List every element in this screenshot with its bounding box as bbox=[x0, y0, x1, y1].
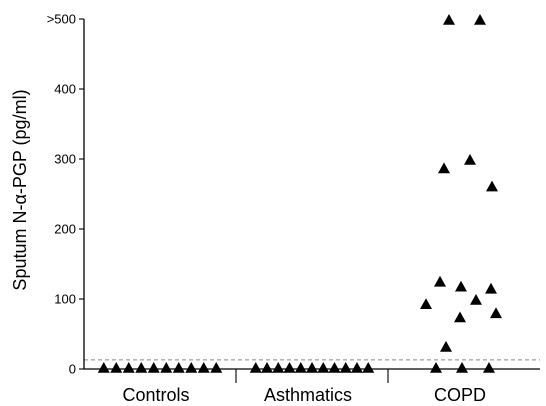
data-point bbox=[455, 280, 467, 292]
data-point bbox=[135, 362, 148, 373]
data-point bbox=[249, 362, 262, 373]
data-point bbox=[490, 307, 502, 319]
x-category-label: Controls bbox=[122, 385, 189, 405]
data-point bbox=[483, 362, 495, 373]
y-axis-label-group: Sputum N-α-PGP (pg/ml) bbox=[10, 89, 30, 290]
data-point bbox=[261, 362, 274, 373]
y-tick-label: 200 bbox=[54, 222, 76, 237]
data-points bbox=[97, 14, 502, 373]
data-point bbox=[339, 362, 352, 373]
data-point bbox=[328, 362, 341, 373]
data-point bbox=[317, 362, 330, 373]
data-point bbox=[454, 311, 466, 323]
data-point bbox=[438, 162, 450, 174]
y-tick-label: 400 bbox=[54, 82, 76, 97]
data-point bbox=[440, 340, 452, 352]
data-point bbox=[185, 362, 198, 373]
data-point bbox=[464, 154, 476, 165]
x-categories: Controls Asthmatics COPD bbox=[122, 369, 486, 405]
y-tick-label: 100 bbox=[54, 292, 76, 307]
y-axis-label: Sputum N-α-PGP (pg/ml) bbox=[10, 89, 30, 290]
data-point bbox=[420, 298, 432, 309]
y-tick-label: 0 bbox=[69, 362, 76, 377]
data-point bbox=[160, 362, 173, 373]
data-point bbox=[97, 362, 110, 373]
data-point bbox=[122, 362, 135, 373]
data-point bbox=[443, 14, 455, 25]
data-point bbox=[110, 362, 123, 373]
data-point bbox=[147, 362, 160, 373]
data-point bbox=[210, 362, 223, 373]
y-ticks: 0 100 200 300 400 >500 bbox=[47, 12, 84, 377]
data-point bbox=[350, 362, 363, 373]
x-category-label: Asthmatics bbox=[264, 385, 352, 405]
data-point bbox=[272, 362, 285, 373]
data-point bbox=[486, 180, 498, 192]
data-point bbox=[430, 362, 442, 373]
data-point bbox=[306, 362, 318, 373]
data-point bbox=[485, 282, 497, 294]
axes bbox=[83, 19, 540, 370]
data-point bbox=[434, 275, 446, 287]
data-point bbox=[474, 14, 486, 25]
y-tick-label: 300 bbox=[54, 152, 76, 167]
data-point bbox=[362, 362, 375, 373]
y-tick-label: >500 bbox=[47, 12, 76, 27]
data-point bbox=[294, 362, 307, 373]
data-point bbox=[283, 362, 296, 373]
x-category-label: COPD bbox=[434, 385, 486, 405]
data-point bbox=[470, 294, 482, 305]
data-point bbox=[456, 362, 468, 373]
data-point bbox=[197, 362, 210, 373]
data-point bbox=[172, 362, 185, 373]
